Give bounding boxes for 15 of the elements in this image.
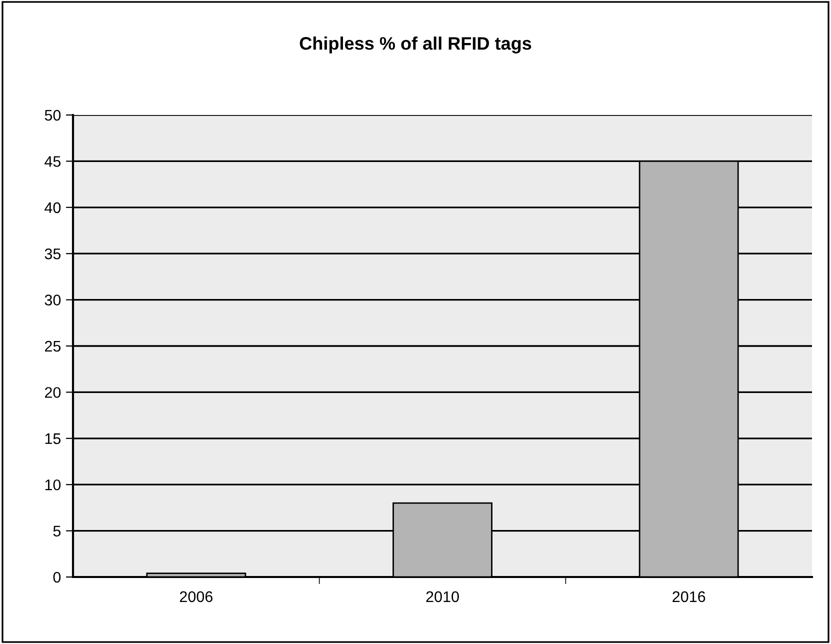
y-tick-label: 45 <box>44 156 61 167</box>
x-tick-label: 2006 <box>180 591 212 602</box>
y-tick-label: 10 <box>45 479 61 490</box>
y-tick-label: 50 <box>44 110 61 121</box>
x-tick-label: 2016 <box>672 591 706 602</box>
x-tick-label: 2010 <box>426 591 459 602</box>
y-tick-label: 20 <box>44 387 61 398</box>
chart-title: Chipless % of all RFID tags <box>300 36 532 54</box>
y-tick-label: 35 <box>44 248 61 260</box>
y-tick-label: 15 <box>45 433 61 444</box>
y-tick-label: 5 <box>53 526 61 536</box>
y-tick-label: 30 <box>44 294 61 306</box>
y-tick-label: 25 <box>44 340 61 352</box>
y-tick-label: 0 <box>53 572 61 583</box>
y-tick-label: 40 <box>44 202 61 214</box>
